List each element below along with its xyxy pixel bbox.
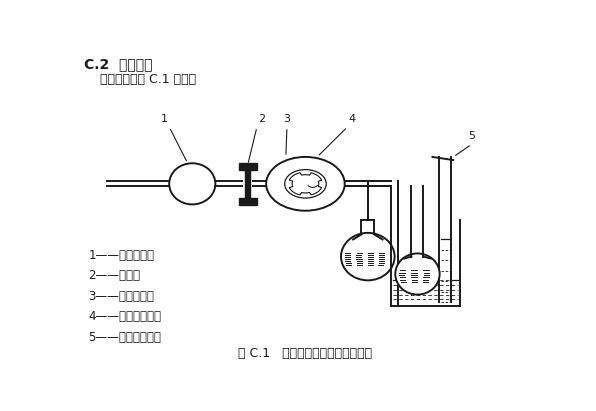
Text: C.2  试验装置: C.2 试验装置 [83,57,152,71]
Text: 1: 1 [161,114,168,124]
Circle shape [266,157,344,211]
Text: 3——定容腔体；: 3——定容腔体； [88,290,154,303]
Ellipse shape [341,233,395,280]
Polygon shape [245,166,250,201]
Text: 2——夹子；: 2——夹子； [88,269,140,282]
Text: 试验装置如图 C.1 所示：: 试验装置如图 C.1 所示： [83,73,196,86]
Text: 4: 4 [349,114,356,124]
Text: 3: 3 [284,114,290,124]
Text: 图 C.1   超压排气阀气密性试验装置: 图 C.1 超压排气阀气密性试验装置 [238,347,372,360]
Polygon shape [238,198,257,205]
Ellipse shape [169,163,215,204]
Text: 4——超压排气阀；: 4——超压排气阀； [88,310,162,323]
Polygon shape [238,163,257,170]
Text: 5: 5 [468,131,475,141]
Text: 1——抽气手球；: 1——抽气手球； [88,249,154,262]
Ellipse shape [395,254,440,295]
Text: 5——水柱压力计。: 5——水柱压力计。 [88,331,162,344]
Text: 2: 2 [258,114,265,124]
Circle shape [285,170,326,198]
